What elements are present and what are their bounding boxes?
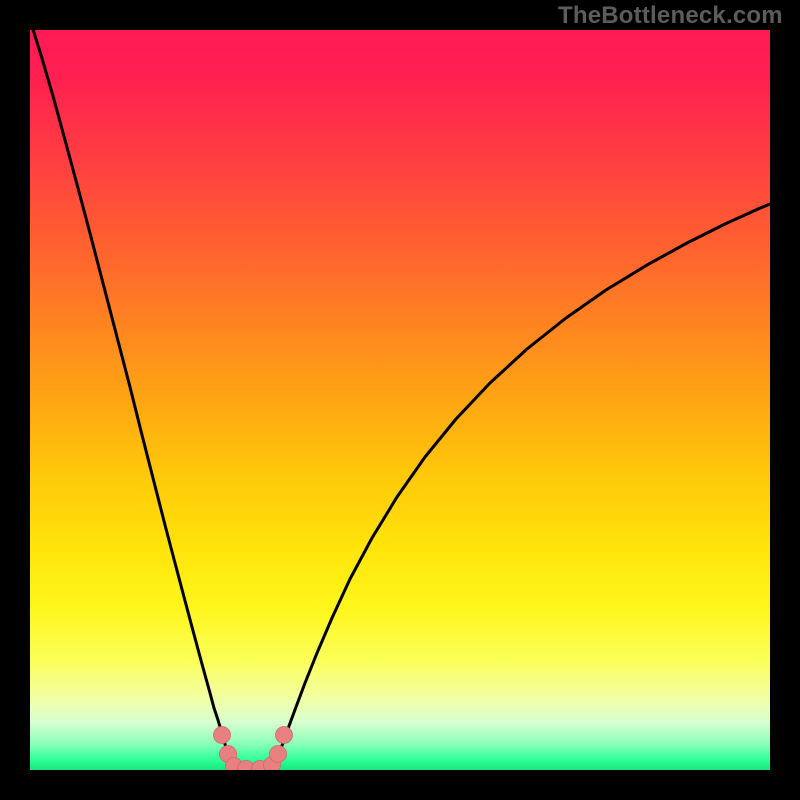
plot-area <box>30 30 770 770</box>
bottleneck-curve-segment <box>275 204 770 764</box>
bottleneck-curve-segment <box>30 30 231 764</box>
watermark-text: TheBottleneck.com <box>558 2 783 30</box>
chart-svg <box>30 30 770 770</box>
marker-dot <box>214 727 231 744</box>
marker-dot <box>270 746 287 763</box>
marker-dot <box>276 727 293 744</box>
